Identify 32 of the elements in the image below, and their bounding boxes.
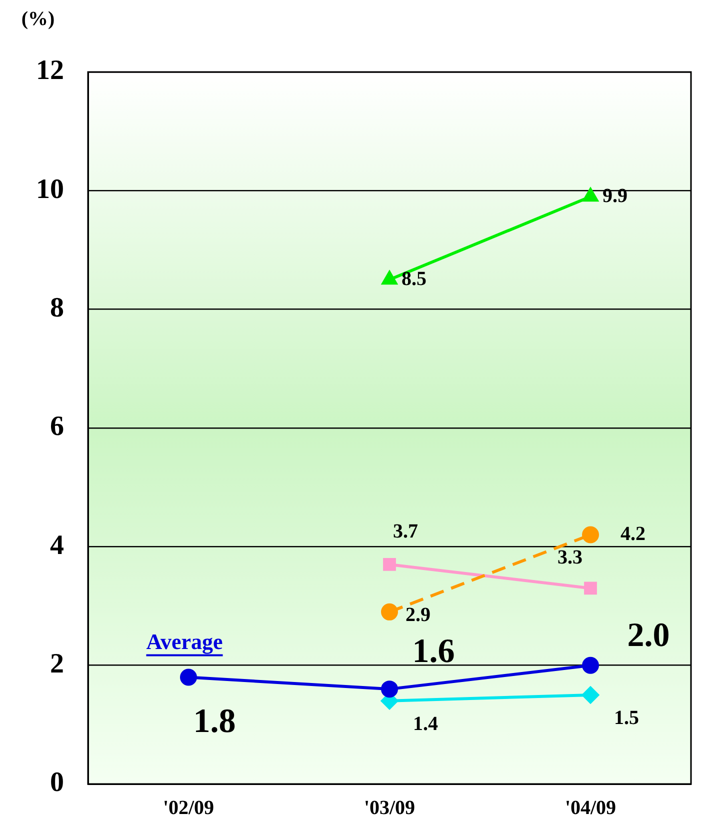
data-label: 1.5 <box>614 707 639 730</box>
point <box>180 668 197 686</box>
data-label: 1.8 <box>193 702 236 740</box>
data-label: 1.6 <box>412 632 455 670</box>
point <box>381 680 398 698</box>
data-label: 8.5 <box>402 268 426 290</box>
data-label: 1.4 <box>413 713 438 736</box>
point <box>582 656 599 674</box>
y-tick-label: 10 <box>36 174 64 205</box>
data-label: 4.2 <box>620 522 646 545</box>
x-tick-label: '04/09 <box>564 797 616 820</box>
data-label: 3.7 <box>393 520 418 543</box>
x-tick-label: '02/09 <box>162 797 214 820</box>
point <box>582 188 598 202</box>
y-tick-label: 4 <box>50 530 64 561</box>
point <box>582 526 599 544</box>
y-tick-label: 8 <box>50 292 64 324</box>
y-axis-title: (%) <box>21 8 55 30</box>
y-tick-label: 12 <box>36 55 64 86</box>
y-tick-label: 0 <box>50 767 64 798</box>
data-label: 2.9 <box>406 604 430 626</box>
point <box>382 271 398 285</box>
point <box>383 558 396 571</box>
data-label: 3.3 <box>558 546 582 568</box>
series-label: Average <box>146 628 224 654</box>
point <box>584 582 597 595</box>
y-tick-label: 2 <box>50 648 64 680</box>
point <box>381 603 398 620</box>
x-tick-label: '03/09 <box>364 797 416 820</box>
data-label: 2.0 <box>627 617 670 654</box>
y-tick-label: 6 <box>50 411 64 442</box>
point <box>582 686 599 704</box>
